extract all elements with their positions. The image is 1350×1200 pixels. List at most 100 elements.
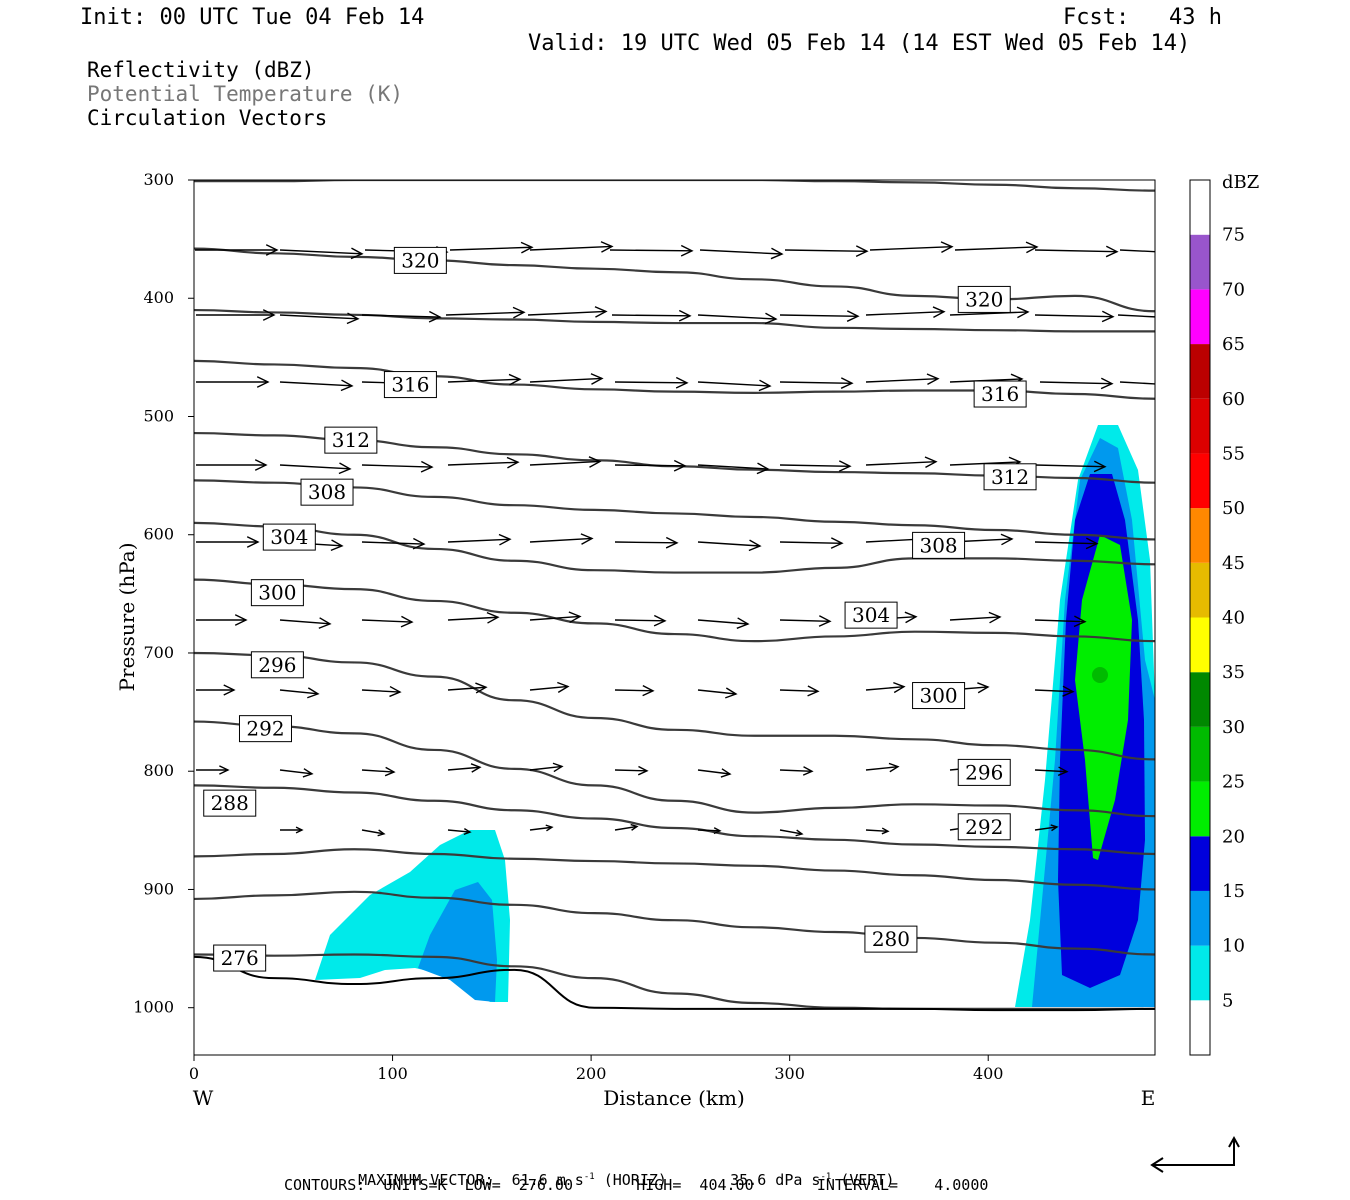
contour-label: 312 [332, 428, 370, 452]
colorbar-label: 45 [1222, 553, 1245, 574]
colorbar-label: 60 [1222, 389, 1245, 410]
x-tick-label: 100 [377, 1064, 408, 1083]
vector-arrow [361, 769, 395, 773]
vector-arrowhead [463, 828, 472, 836]
contour-label-box [213, 944, 267, 972]
vector-arrowhead [377, 829, 386, 837]
vector-arrow [1034, 769, 1068, 773]
vector-arrow [865, 377, 939, 383]
vector-arrowhead [988, 611, 1002, 624]
vector-arrow [614, 381, 688, 384]
vector-arrowhead [512, 306, 526, 319]
vector-arrow [529, 377, 603, 383]
vector-arrowhead [265, 244, 279, 256]
contour-label-box [983, 463, 1037, 491]
vector-arrowhead [302, 768, 314, 778]
contour-label-box [393, 246, 447, 274]
vector-arrow [697, 464, 769, 470]
y-tick-label: 600 [143, 525, 174, 544]
vector-arrow [614, 464, 686, 467]
max-vector-line: MAXIMUM VECTOR: 61.6 m s-1 (HORIZ) 35.6 … [340, 1158, 894, 1189]
vector-arrow [949, 311, 1029, 316]
vector-arrowhead [246, 536, 260, 548]
max-horiz-exp: -1 [583, 1172, 595, 1182]
colorbar-segment [1190, 672, 1210, 727]
contour-label: 280 [872, 927, 910, 951]
echo-region-10dbz [418, 882, 497, 1002]
vector-arrowhead [756, 462, 770, 475]
contour-label: 304 [852, 603, 890, 627]
colorbar-segment [1190, 1000, 1210, 1055]
contour-label: 276 [221, 946, 259, 970]
vector-arrow [527, 310, 607, 316]
vector-arrowhead [748, 539, 762, 552]
vector-arrow [361, 619, 413, 623]
vector-arrowhead [802, 766, 814, 776]
vector-arrowhead [307, 687, 320, 699]
contour-label-box [973, 380, 1027, 408]
valid-time: Valid: 19 UTC Wed 05 Feb 14 (14 EST Wed … [528, 31, 1191, 56]
max-vert-value: 35.6 dPa s [730, 1171, 821, 1189]
vector-arrow [279, 381, 353, 387]
vector-arrowhead [818, 615, 832, 627]
theta-contour [194, 890, 1155, 956]
vector-arrowhead [400, 615, 414, 628]
contour-label-box [203, 789, 257, 817]
vector-arrowhead [557, 681, 570, 693]
vector-arrow [865, 460, 937, 466]
axes: 0 100 200 300 400 300 400 500 600 700 800 900 1000 [133, 170, 1003, 1083]
vector-arrowhead [1100, 377, 1114, 390]
vector-arrow [1119, 381, 1155, 385]
vector-arrow [361, 829, 385, 835]
contour-label-box [912, 682, 966, 710]
vector-arrowhead [520, 241, 534, 254]
vector-arrowhead [665, 536, 679, 549]
vector-arrowhead [580, 533, 594, 545]
vector-arrow [779, 314, 859, 317]
contour-label-box [957, 813, 1011, 841]
vector-arrowhead [295, 826, 304, 834]
vector-arrowhead [720, 768, 732, 778]
vector-arrowhead [926, 373, 940, 386]
vector-arrowhead [940, 241, 954, 253]
vector-arrowhead [1062, 685, 1075, 697]
west-label: W [193, 1086, 214, 1110]
x-tick-label: 400 [973, 1064, 1004, 1083]
vector-arrow [529, 615, 581, 621]
vector-arrowhead [470, 763, 482, 773]
vector-arrowhead [675, 376, 689, 389]
vector-arrow [614, 689, 654, 692]
vector-arrowhead [219, 765, 230, 775]
vector-arrowhead [1057, 766, 1069, 777]
colorbar-label: 55 [1222, 443, 1245, 464]
vector-arrowhead [318, 617, 332, 629]
vector-arrowhead [893, 681, 906, 694]
echo-region-25dbz [1092, 667, 1108, 683]
vector-arrow [279, 249, 363, 255]
colorbar-segment [1190, 180, 1210, 235]
vector-arrowhead [338, 462, 352, 475]
vector-arrowhead [725, 687, 738, 699]
vector-arrow [529, 460, 601, 466]
vector-arrow [445, 311, 525, 316]
vector-arrowhead [340, 379, 354, 392]
vector-arrow [614, 619, 666, 622]
colorbar-segment [1190, 617, 1210, 673]
contour-label-box [844, 601, 898, 629]
vector-arrowhead [262, 309, 276, 321]
contour-label: 316 [981, 382, 1019, 406]
contour-label-box [864, 925, 918, 953]
vector-arrowhead [840, 377, 854, 389]
vector-arrowhead [1073, 615, 1087, 628]
vector-arrowhead [680, 244, 694, 257]
vector-arrow [697, 381, 771, 387]
vector-arrowhead [977, 682, 990, 694]
y-axis-label: Pressure (hPa) [115, 543, 139, 692]
vector-arrowhead [1025, 241, 1039, 254]
vector-arrowhead [888, 762, 900, 773]
theta-contour [194, 720, 1155, 818]
colorbar-label: 25 [1222, 772, 1245, 793]
vector-arrow [361, 541, 425, 545]
vector-arrowhead [673, 459, 687, 472]
contour-label: 292 [965, 815, 1003, 839]
